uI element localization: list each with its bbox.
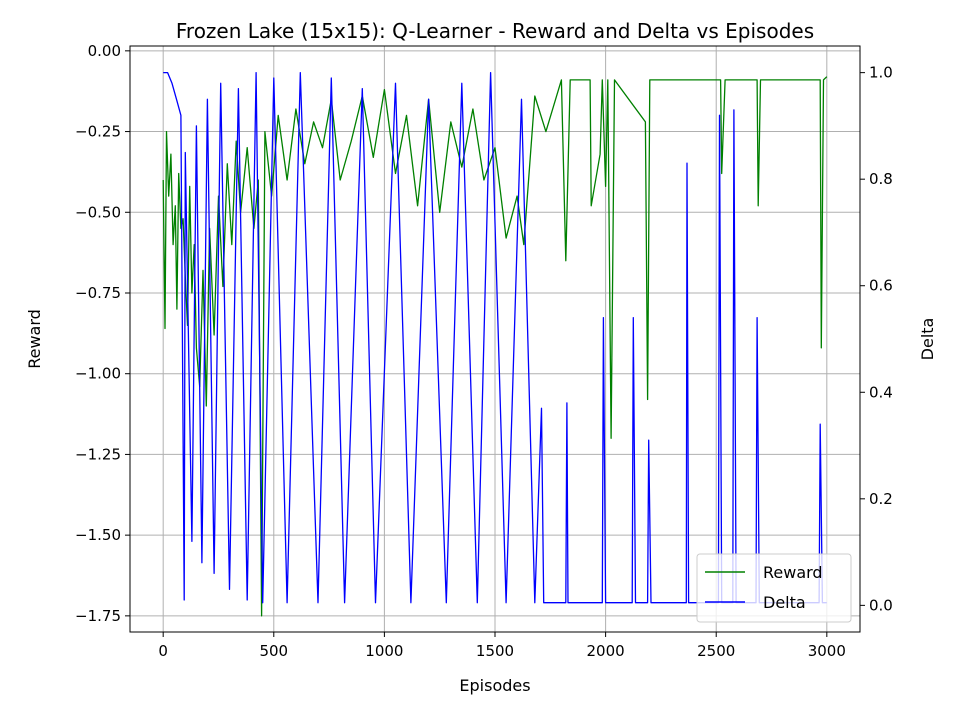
- legend-label-reward: Reward: [763, 563, 823, 582]
- x-tick-label: 1500: [476, 642, 514, 660]
- legend-box: [696, 553, 852, 623]
- y2-tick-label: 0.8: [869, 170, 893, 188]
- series-line-reward: [162, 76, 828, 617]
- y-tick-label: −0.50: [75, 203, 121, 221]
- y2-tick-label: 0.6: [869, 277, 893, 295]
- x-tick-label: 500: [259, 642, 288, 660]
- series-layer: [162, 71, 828, 617]
- x-tick-label: 0: [158, 642, 168, 660]
- y-tick-label: 0.00: [88, 42, 121, 60]
- x-axis-title: Episodes: [459, 676, 530, 695]
- y-tick-label: −1.25: [75, 445, 121, 463]
- y-tick-label: −1.75: [75, 607, 121, 625]
- y2-tick-label: 1.0: [869, 64, 893, 82]
- x-tick-label: 1000: [365, 642, 403, 660]
- y2-tick-label: 0.0: [869, 596, 893, 614]
- tick-layer: 0 500 1000 1500 2000 2500 3000 0.00 −0.25 −0.50 −0…: [75, 42, 893, 660]
- series-line-delta: [163, 71, 827, 604]
- x-tick-label: 3000: [808, 642, 846, 660]
- legend-label-delta: Delta: [763, 593, 806, 612]
- chart-title: Frozen Lake (15x15): Q-Learner - Reward …: [176, 19, 814, 43]
- y2-axis-title: Delta: [918, 318, 937, 361]
- legend: Reward Delta: [696, 553, 852, 623]
- y-tick-label: −0.25: [75, 123, 121, 141]
- y-tick-label: −1.00: [75, 365, 121, 383]
- y2-tick-label: 0.4: [869, 383, 893, 401]
- y-tick-label: −1.50: [75, 526, 121, 544]
- y-tick-label: −0.75: [75, 284, 121, 302]
- x-tick-label: 2000: [587, 642, 625, 660]
- y-axis-title: Reward: [25, 309, 44, 369]
- x-tick-label: 2500: [697, 642, 735, 660]
- y2-tick-label: 0.2: [869, 490, 893, 508]
